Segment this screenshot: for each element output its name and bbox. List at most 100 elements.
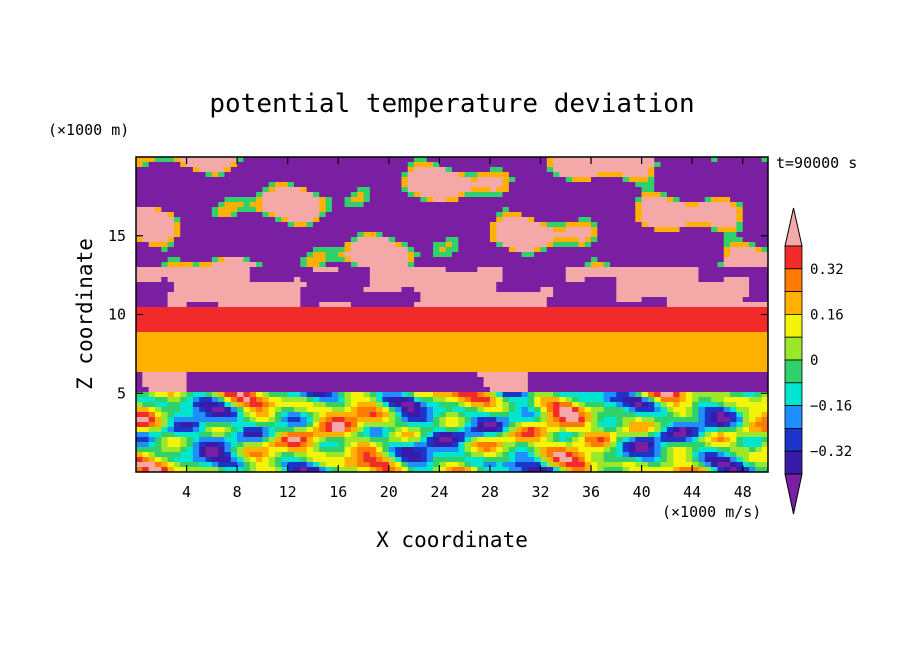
field-cell [717, 347, 725, 353]
field-cell [603, 372, 611, 378]
field-cell [616, 207, 624, 213]
field-cell [711, 282, 718, 288]
field-cell [173, 307, 181, 313]
field-cell [439, 357, 447, 363]
field-cell [439, 282, 447, 288]
field-cell [154, 257, 162, 263]
field-cell [666, 352, 674, 358]
field-cell [711, 192, 718, 198]
field-cell [275, 382, 282, 388]
field-cell [527, 282, 535, 288]
field-cell [597, 302, 605, 308]
field-cell [325, 207, 333, 213]
field-cell [660, 232, 668, 238]
field-cell [369, 277, 377, 283]
field-cell [357, 397, 364, 403]
field-cell [243, 187, 251, 193]
field-cell [679, 377, 687, 383]
field-cell [660, 342, 668, 348]
field-cell [597, 242, 605, 248]
field-cell [553, 202, 560, 208]
field-cell [647, 182, 655, 188]
field-cell [736, 347, 744, 353]
field-cell [395, 222, 402, 228]
field-cell [723, 332, 731, 338]
field-cell [742, 177, 750, 183]
field-cell [154, 357, 162, 363]
field-cell [300, 327, 308, 333]
field-cell [723, 392, 731, 398]
field-cell [420, 197, 428, 203]
field-cell [616, 317, 624, 323]
field-cell [711, 242, 718, 248]
field-cell [641, 207, 649, 213]
field-cell [369, 162, 377, 168]
field-cell [704, 312, 712, 318]
field-cell [218, 387, 225, 393]
field-cell [306, 242, 314, 248]
field-cell [641, 397, 649, 403]
field-cell [433, 307, 440, 313]
field-cell [192, 372, 200, 378]
field-cell [414, 352, 421, 358]
field-cell [230, 247, 238, 253]
field-cell [350, 227, 358, 233]
field-cell [243, 367, 251, 373]
field-cell [161, 322, 168, 328]
field-cell [414, 387, 421, 393]
field-cell [502, 182, 510, 188]
field-cell [388, 317, 396, 323]
field-cell [761, 182, 769, 188]
field-cell [224, 282, 232, 288]
field-cell [256, 197, 263, 203]
field-cell [357, 367, 364, 373]
field-cell [256, 362, 263, 368]
field-cell [433, 167, 440, 173]
field-cell [616, 162, 624, 168]
field-cell [673, 237, 680, 243]
field-cell [319, 217, 326, 223]
field-cell [433, 342, 440, 348]
field-cell [211, 182, 219, 188]
field-cell [306, 307, 314, 313]
field-cell [717, 362, 725, 368]
field-cell [262, 262, 270, 268]
field-cell [382, 307, 390, 313]
field-cell [641, 312, 649, 318]
field-cell [654, 222, 661, 228]
field-cell [395, 212, 402, 218]
field-cell [237, 197, 244, 203]
field-cell [698, 207, 706, 213]
field-cell [489, 332, 497, 338]
field-cell [218, 317, 225, 323]
field-cell [628, 237, 636, 243]
field-cell [508, 252, 516, 258]
field-cell [698, 177, 706, 183]
field-cell [180, 402, 187, 408]
field-cell [426, 207, 434, 213]
field-cell [647, 357, 655, 363]
field-cell [736, 217, 744, 223]
field-cell [161, 202, 168, 208]
field-cell [666, 332, 674, 338]
field-cell [262, 317, 270, 323]
field-cell [761, 172, 769, 178]
field-cell [445, 312, 453, 318]
field-cell [584, 362, 592, 368]
field-cell [186, 162, 194, 168]
field-cell [483, 397, 491, 403]
field-cell [452, 212, 459, 218]
field-cell [521, 327, 529, 333]
field-cell [243, 202, 251, 208]
field-cell [553, 302, 560, 308]
field-cell [711, 397, 718, 403]
field-cell [515, 232, 522, 238]
field-cell [502, 272, 510, 278]
field-cell [628, 327, 636, 333]
field-cell [192, 257, 200, 263]
field-cell [553, 182, 560, 188]
field-cell [249, 222, 257, 228]
field-cell [300, 172, 308, 178]
field-cell [622, 227, 630, 233]
field-cell [237, 172, 244, 178]
